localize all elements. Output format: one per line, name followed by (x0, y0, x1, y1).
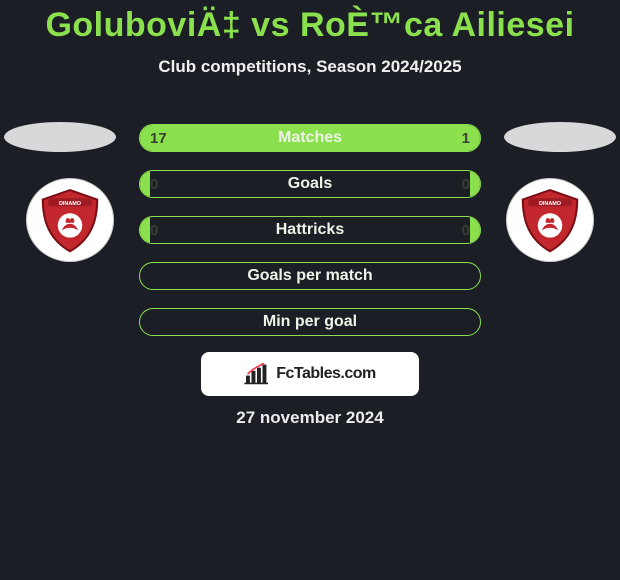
stat-bar-matches: 17 Matches 1 (139, 124, 481, 152)
branding-text: FcTables.com (276, 365, 376, 383)
player-photo-right (504, 122, 616, 152)
stat-bar-goals: 0 Goals 0 (139, 170, 481, 198)
bar-label: Goals per match (140, 267, 480, 285)
comparison-bars: 17 Matches 1 0 Goals 0 0 Hattricks 0 Goa… (139, 124, 481, 354)
comparison-date: 27 november 2024 (0, 408, 620, 428)
club-badge-right: DINAMO (506, 178, 594, 262)
bar-label: Matches (140, 129, 480, 147)
club-badge-left: DINAMO (26, 178, 114, 262)
bar-value-right: 1 (462, 130, 470, 147)
shield-icon: DINAMO (34, 186, 106, 254)
shield-icon: DINAMO (514, 186, 586, 254)
bar-label: Hattricks (140, 221, 480, 239)
svg-text:DINAMO: DINAMO (59, 201, 81, 207)
bar-label: Goals (140, 175, 480, 193)
stat-bar-hattricks: 0 Hattricks 0 (139, 216, 481, 244)
page-subtitle: Club competitions, Season 2024/2025 (0, 57, 620, 77)
stat-bar-goals-per-match: Goals per match (139, 262, 481, 290)
branding-pill: FcTables.com (201, 352, 419, 396)
page-title: GoluboviÄ‡ vs RoÈ™ca Ailiesei (0, 0, 620, 45)
bar-value-right: 0 (462, 222, 470, 239)
svg-text:DINAMO: DINAMO (539, 201, 561, 207)
bar-label: Min per goal (140, 313, 480, 331)
player-photo-left (4, 122, 116, 152)
bar-chart-icon (244, 363, 270, 385)
bar-value-right: 0 (462, 176, 470, 193)
stat-bar-min-per-goal: Min per goal (139, 308, 481, 336)
